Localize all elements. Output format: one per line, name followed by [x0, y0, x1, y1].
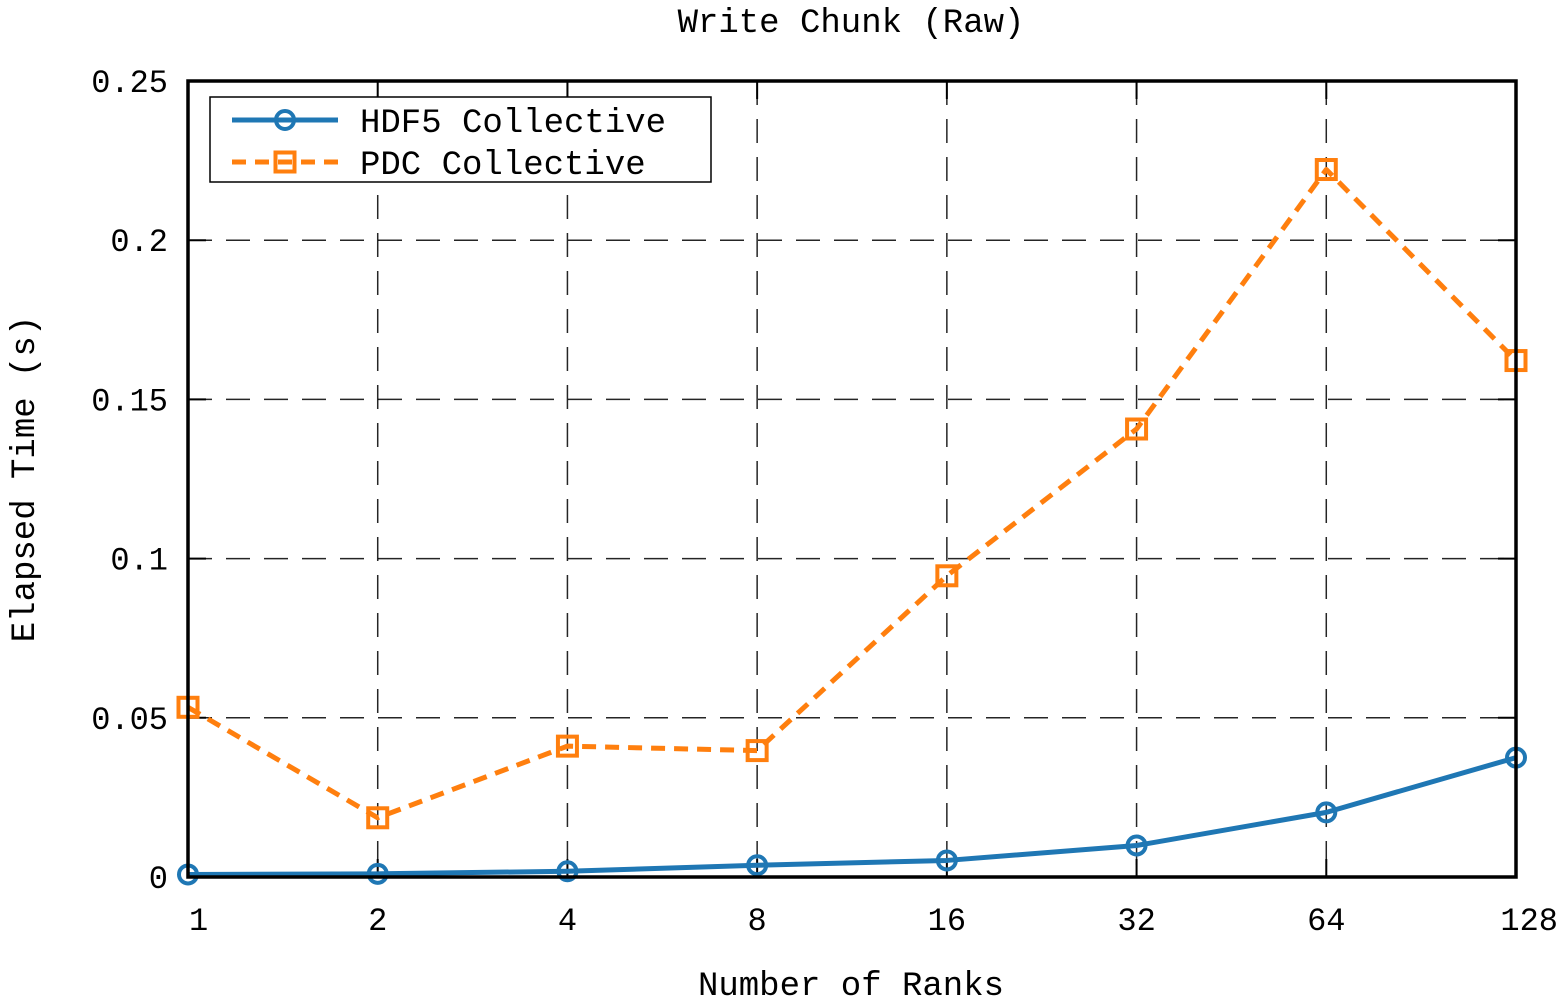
x-tick-label: 4 [558, 903, 577, 940]
square-marker [1314, 158, 1338, 182]
y-tick-label: 0.25 [91, 65, 168, 102]
grid-lines [187, 80, 1517, 878]
x-tick-label: 64 [1307, 903, 1345, 940]
x-axis-label: Number of Ranks [698, 968, 1004, 1000]
circle-marker [935, 849, 958, 872]
chart-title: Write Chunk (Raw) [678, 5, 1025, 43]
legend-marker-0 [274, 109, 296, 131]
x-tick-label: 1 [189, 903, 208, 940]
legend-marker-1 [273, 150, 297, 174]
square-marker [935, 564, 959, 588]
plot-frame [186, 79, 1518, 879]
square-marker [1125, 417, 1149, 441]
legend-label-0: HDF5 Collective [360, 105, 666, 143]
series-line-0 [187, 755, 1517, 877]
y-tick-label: 0.05 [91, 702, 168, 739]
square-marker [555, 734, 579, 758]
y-tick-label: 0.15 [91, 383, 168, 420]
y-tick-labels: 0 0.05 0.1 0.15 0.2 0.25 [91, 65, 168, 898]
legend: HDF5 Collective PDC Collective [209, 96, 712, 185]
square-marker [366, 806, 390, 830]
circle-marker [366, 862, 389, 885]
circle-marker [746, 854, 769, 877]
series-lines [176, 158, 1528, 886]
y-tick-label: 0.2 [110, 224, 168, 261]
y-axis-label: Elapsed Time (s) [7, 316, 45, 642]
x-tick-label: 8 [748, 903, 767, 940]
circle-marker [1315, 801, 1338, 824]
x-tick-label: 128 [1500, 903, 1558, 940]
x-tick-label: 16 [928, 903, 966, 940]
square-marker [745, 739, 769, 763]
x-tick-label: 32 [1117, 903, 1155, 940]
x-tick-labels: 1 2 4 8 16 32 64 128 [189, 903, 1558, 940]
circle-marker [556, 860, 579, 883]
x-tick-label: 2 [368, 903, 387, 940]
circle-marker [1125, 834, 1148, 857]
series-line-1 [186, 167, 1518, 821]
y-tick-label: 0.1 [110, 543, 168, 580]
legend-label-1: PDC Collective [360, 147, 646, 185]
y-tick-label: 0 [149, 861, 168, 898]
